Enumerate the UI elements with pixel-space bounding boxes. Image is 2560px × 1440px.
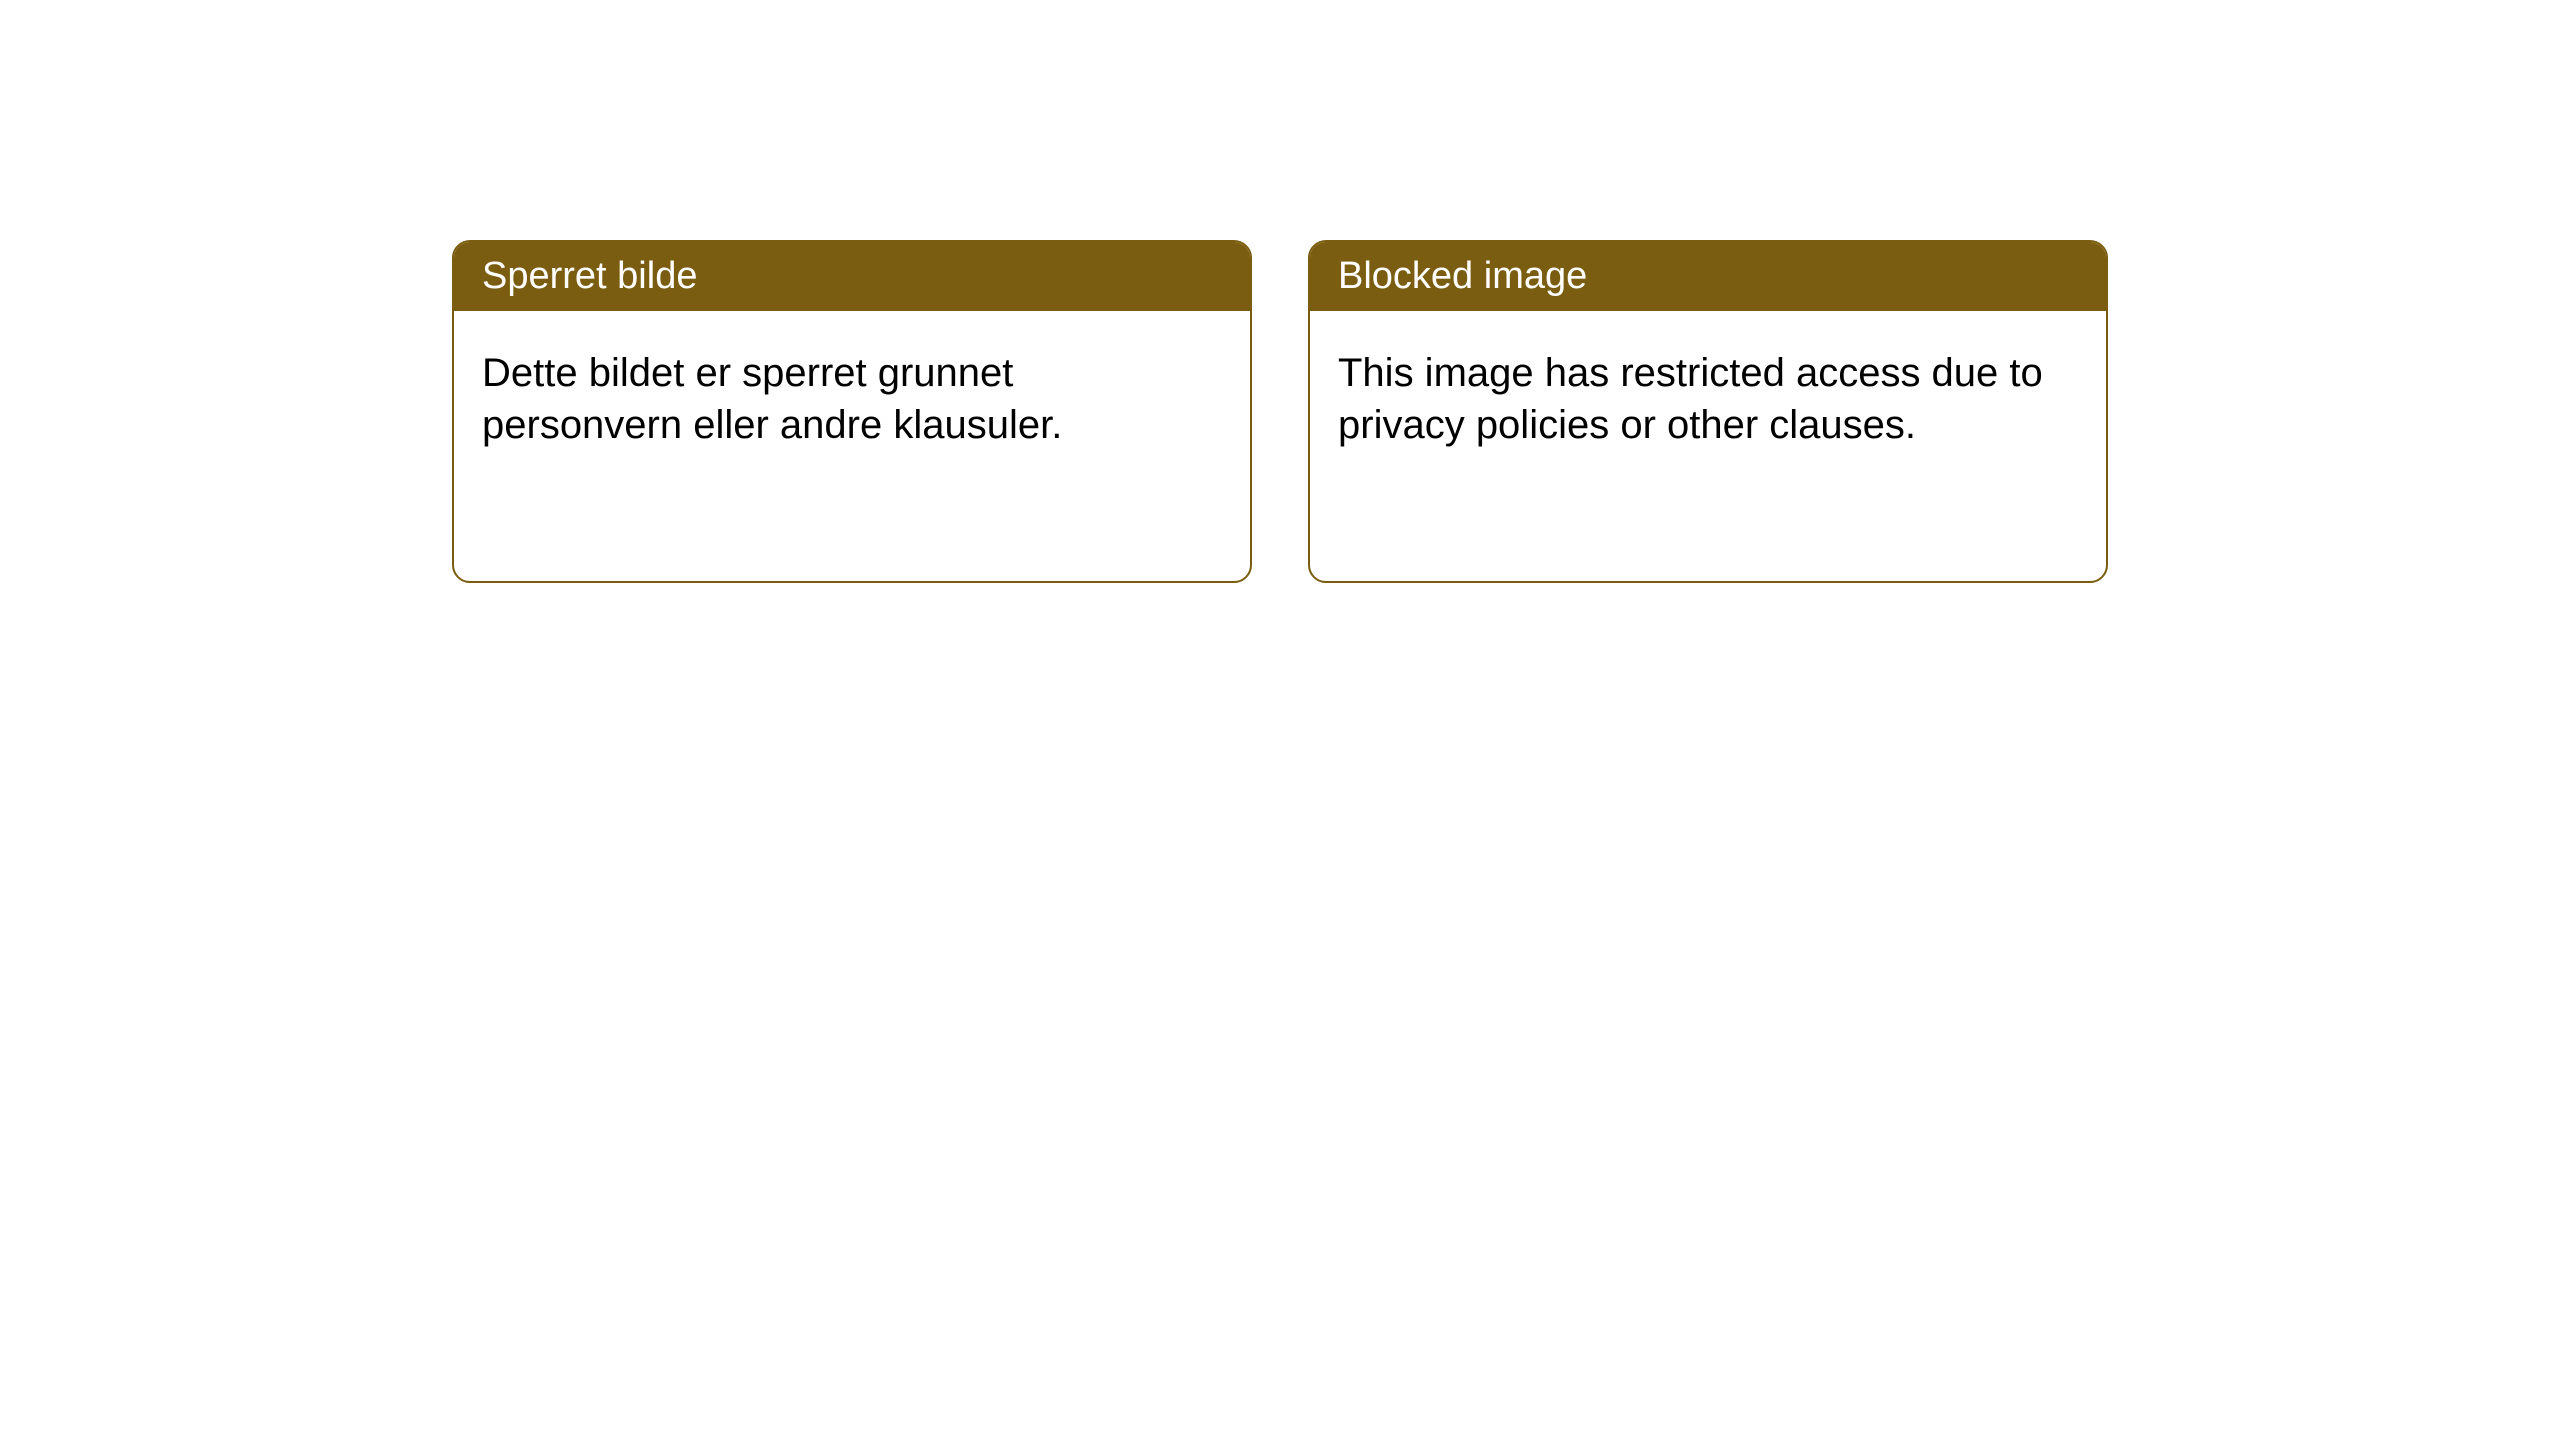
notice-card-english: Blocked image This image has restricted … — [1308, 240, 2108, 583]
notice-card-title: Blocked image — [1310, 242, 2106, 311]
notice-card-title: Sperret bilde — [454, 242, 1250, 311]
notice-card-body: Dette bildet er sperret grunnet personve… — [454, 311, 1250, 581]
notice-card-norwegian: Sperret bilde Dette bildet er sperret gr… — [452, 240, 1252, 583]
notice-cards-container: Sperret bilde Dette bildet er sperret gr… — [0, 0, 2560, 583]
notice-card-body: This image has restricted access due to … — [1310, 311, 2106, 581]
